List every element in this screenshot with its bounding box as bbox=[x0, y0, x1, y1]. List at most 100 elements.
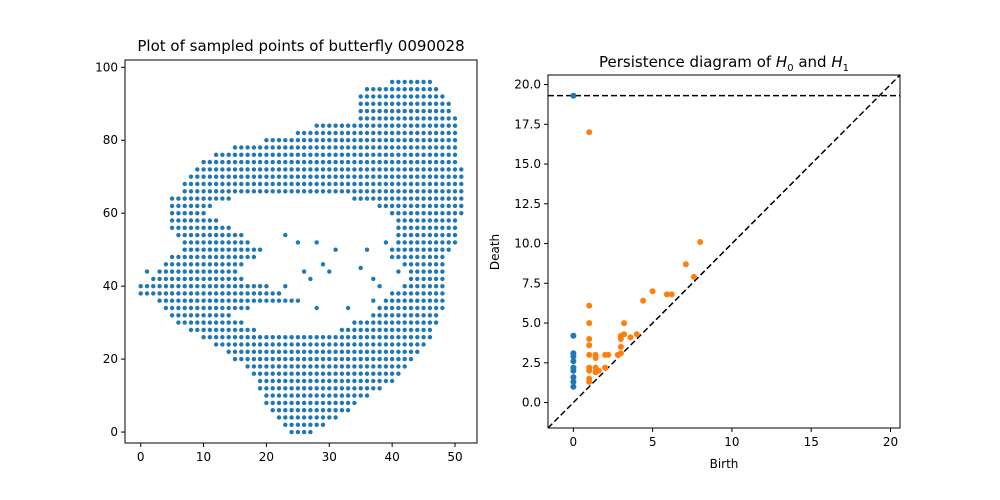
sample-point bbox=[195, 284, 200, 289]
sample-point bbox=[402, 342, 407, 347]
sample-point bbox=[276, 335, 282, 340]
sample-point bbox=[427, 108, 433, 114]
sample-point bbox=[283, 181, 288, 187]
sample-point bbox=[264, 189, 269, 194]
sample-point bbox=[232, 356, 238, 362]
sample-point bbox=[207, 203, 213, 209]
y-tick-label: 15.0 bbox=[514, 157, 541, 171]
sample-point bbox=[345, 189, 351, 194]
sample-point bbox=[289, 335, 294, 340]
sample-point bbox=[402, 152, 407, 157]
y-tick-label: 0.0 bbox=[522, 396, 541, 410]
sample-point bbox=[339, 123, 345, 128]
sample-point bbox=[371, 364, 376, 369]
sample-point bbox=[327, 342, 332, 347]
sample-point bbox=[270, 159, 275, 165]
sample-point bbox=[295, 240, 301, 245]
sample-point bbox=[283, 152, 288, 157]
sample-point bbox=[452, 130, 458, 136]
sample-point bbox=[427, 167, 433, 172]
sample-point bbox=[301, 342, 307, 347]
sample-point bbox=[213, 320, 219, 325]
sample-point bbox=[295, 371, 301, 376]
sample-point bbox=[371, 349, 376, 354]
sample-point bbox=[169, 291, 175, 296]
sample-point bbox=[232, 305, 238, 311]
sample-point bbox=[383, 94, 389, 99]
sample-point bbox=[182, 181, 187, 187]
sample-point bbox=[352, 174, 357, 179]
sample-point bbox=[232, 152, 238, 157]
sample-point bbox=[213, 327, 219, 333]
sample-point bbox=[371, 342, 376, 347]
sample-point bbox=[264, 386, 269, 391]
sample-point bbox=[427, 94, 433, 99]
h1-point bbox=[627, 334, 634, 341]
sample-point bbox=[245, 335, 250, 340]
sample-point bbox=[339, 145, 345, 150]
sample-point bbox=[352, 342, 357, 347]
sample-point bbox=[314, 400, 319, 406]
sample-point bbox=[358, 181, 363, 187]
sample-point bbox=[452, 138, 458, 143]
sample-point bbox=[389, 167, 395, 172]
sample-point bbox=[176, 254, 181, 260]
sample-point bbox=[396, 356, 401, 362]
sample-point bbox=[415, 349, 420, 354]
sample-point bbox=[276, 152, 282, 157]
h1-point bbox=[668, 291, 675, 298]
sample-point bbox=[239, 145, 244, 150]
sample-point bbox=[377, 174, 382, 179]
sample-point bbox=[440, 108, 445, 114]
sample-point bbox=[452, 218, 458, 223]
sample-point bbox=[440, 130, 445, 136]
sample-point bbox=[295, 159, 301, 165]
sample-point bbox=[207, 262, 213, 267]
sample-point bbox=[289, 429, 294, 435]
sample-point bbox=[364, 152, 370, 157]
y-tick-label: 5.0 bbox=[522, 316, 541, 330]
sample-point bbox=[308, 335, 313, 340]
sample-point bbox=[226, 284, 231, 289]
sample-point bbox=[176, 313, 181, 318]
sample-point bbox=[251, 247, 257, 252]
sample-point bbox=[314, 167, 319, 172]
sample-point bbox=[308, 174, 313, 179]
sample-point bbox=[433, 203, 439, 209]
sample-point bbox=[440, 276, 445, 282]
sample-point bbox=[408, 101, 414, 107]
sample-point bbox=[276, 408, 282, 413]
sample-point bbox=[371, 386, 376, 391]
sample-point bbox=[440, 181, 445, 187]
sample-point bbox=[301, 152, 307, 157]
sample-point bbox=[364, 87, 370, 92]
sample-point bbox=[402, 254, 407, 260]
sample-point bbox=[415, 218, 420, 223]
sample-point bbox=[408, 174, 414, 179]
sample-point bbox=[327, 408, 332, 413]
sample-point bbox=[371, 356, 376, 362]
sample-point bbox=[327, 269, 332, 274]
sample-point bbox=[389, 181, 395, 187]
sample-point bbox=[345, 327, 351, 333]
sample-point bbox=[358, 349, 363, 354]
sample-point bbox=[358, 327, 363, 333]
sample-point bbox=[169, 298, 175, 303]
sample-point bbox=[459, 174, 464, 179]
sample-point bbox=[289, 174, 294, 179]
sample-point bbox=[320, 364, 326, 369]
sample-point bbox=[333, 130, 338, 136]
sample-point bbox=[383, 123, 389, 128]
sample-point bbox=[333, 393, 338, 398]
sample-point bbox=[176, 262, 181, 267]
h1-point bbox=[617, 343, 624, 350]
sample-point bbox=[289, 393, 294, 398]
sample-point bbox=[377, 356, 382, 362]
sample-point bbox=[427, 123, 433, 128]
sample-point bbox=[377, 327, 382, 333]
h1-point bbox=[697, 239, 704, 245]
sample-point bbox=[402, 196, 407, 201]
sample-point bbox=[339, 174, 345, 179]
sample-point bbox=[239, 262, 244, 267]
sample-point bbox=[251, 291, 257, 296]
